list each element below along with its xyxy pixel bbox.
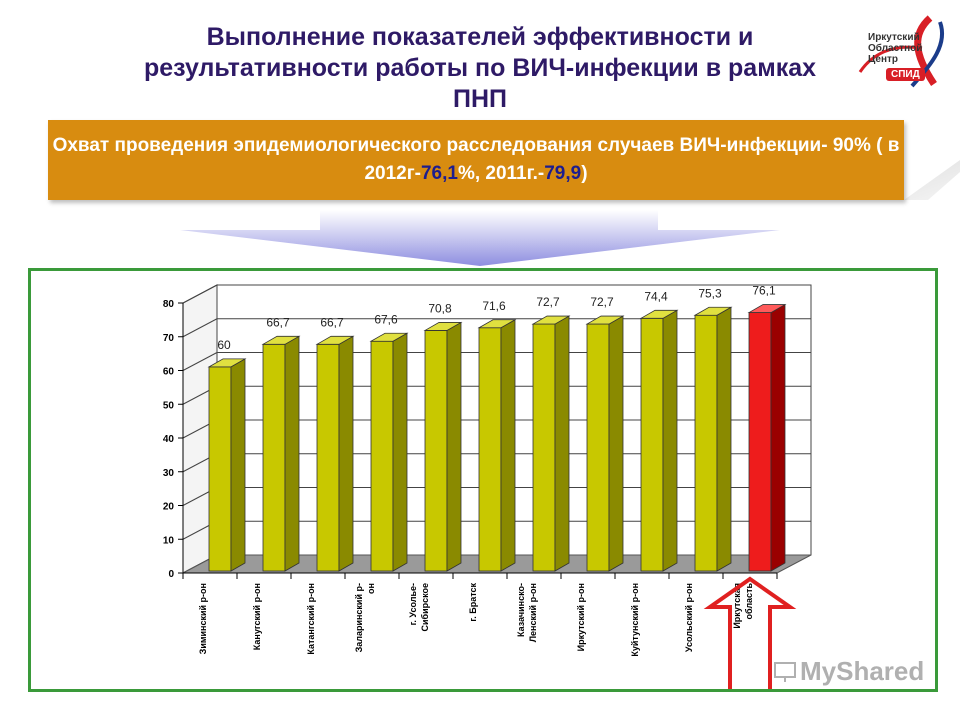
gridline-diagonal [182, 284, 218, 304]
y-tick-label: 40 [163, 434, 175, 445]
x-tick-label: Куйтунский р-он [630, 583, 640, 657]
bar-top [693, 306, 733, 316]
y-tick-label: 60 [163, 367, 175, 378]
bar-side [554, 315, 570, 572]
bar-top [207, 358, 247, 368]
y-tick-label: 10 [163, 535, 175, 546]
data-label: 71,6 [482, 299, 506, 313]
x-tick-label: область [744, 583, 754, 620]
bar-top [585, 315, 625, 325]
x-tick-label: Казачинско- [516, 583, 526, 637]
bar-side [716, 306, 732, 572]
data-label: 74,4 [644, 289, 668, 303]
bar-front [370, 340, 394, 572]
gridline-diagonal [182, 318, 218, 338]
bar-side [770, 303, 786, 572]
data-label: 66,7 [320, 315, 344, 329]
down-arrow-icon [180, 210, 780, 266]
banner-value-2012: 76,1 [420, 163, 458, 184]
bar-side [662, 309, 678, 572]
logo-text: Иркутский Областной Центр [868, 32, 938, 65]
data-label: 75,3 [698, 286, 722, 300]
banner-text-part3: ) [581, 163, 588, 184]
bar-side [284, 335, 300, 572]
x-tick-label: Канугский р-он [252, 583, 262, 650]
x-tick-label: г. Усолье- [408, 583, 418, 625]
page-title: Выполнение показателей эффективности и р… [143, 23, 817, 113]
x-tick-label: Иркутский р-он [576, 583, 586, 651]
bar-top [261, 335, 301, 345]
logo-line: Иркутский [868, 32, 920, 43]
data-label: 76,1 [752, 284, 776, 298]
chart-frame: 0 10 20 30 40 50 60 70 80 60 Зиминский р-он 66,7 Кан… [28, 268, 938, 692]
bar-top [531, 315, 571, 325]
bar-top [639, 309, 679, 319]
bar-front [748, 312, 772, 572]
bar-side [446, 321, 462, 572]
y-tick-label: 20 [163, 502, 175, 513]
x-tick-label: Зиминский р-он [198, 583, 208, 654]
data-label: 70,8 [428, 301, 452, 315]
bar-side [230, 358, 246, 572]
x-tick-label: Сибирское [420, 583, 430, 632]
highlight-arrow-icon [703, 576, 797, 689]
data-label: 66,7 [266, 315, 290, 329]
data-label: 72,7 [590, 295, 614, 309]
y-tick-label: 50 [163, 400, 175, 411]
x-tick-label: Усольский р-он [684, 583, 694, 652]
logo-line: Областной [868, 43, 923, 54]
bar-front [640, 317, 664, 572]
banner-text-part2: %, 2011г.- [457, 163, 545, 184]
bar-chart: 0 10 20 30 40 50 60 70 80 60 Зиминский р-он 66,7 Кан… [163, 284, 812, 689]
bar-front [532, 323, 556, 572]
logo-line: Центр [868, 54, 899, 65]
bar-side [608, 315, 624, 572]
watermark-text: MyShared [800, 656, 925, 686]
bar-front [262, 343, 286, 572]
bar-front [694, 314, 718, 572]
bar-side [392, 332, 408, 572]
data-label: 60 [217, 338, 231, 352]
x-tick-label: Иркутская [732, 583, 742, 629]
bar-front [424, 330, 448, 572]
banner-text: Охват проведения эпидемиологического рас… [48, 132, 904, 188]
presentation-icon [774, 662, 796, 682]
organization-logo: Иркутский Областной Центр СПИД [852, 14, 952, 90]
x-tick-label: Катангский р-он [306, 583, 316, 655]
bar-top [423, 322, 463, 331]
bar-top [477, 319, 517, 329]
y-tick-label: 70 [163, 333, 175, 344]
logo-badge: СПИД [886, 68, 925, 81]
data-label: 67,6 [374, 312, 398, 326]
bar-front [478, 327, 502, 572]
bar-side [338, 335, 354, 572]
banner-value-2011: 79,9 [544, 163, 582, 184]
bar-front [208, 366, 232, 572]
gridline-diagonal [182, 352, 218, 371]
y-tick-label: 80 [163, 299, 175, 310]
bar-top [747, 304, 787, 313]
y-tick-label: 30 [163, 468, 175, 479]
banner-text-part1: Охват проведения эпидемиологического рас… [52, 135, 900, 184]
bar-front [586, 323, 610, 572]
y-tick-label: 0 [168, 569, 174, 580]
data-label: 72,7 [536, 295, 560, 309]
x-tick-label: Заларинский р- [354, 583, 364, 652]
bar-top [369, 332, 409, 342]
bar-side [500, 319, 516, 572]
x-tick-label: г. Братск [468, 583, 478, 622]
x-tick-label: он [366, 583, 376, 594]
x-tick-label: Ленский р-он [528, 583, 538, 642]
bar-front [316, 343, 340, 572]
info-banner: Охват проведения эпидемиологического рас… [48, 120, 904, 200]
bar-top [315, 335, 355, 345]
